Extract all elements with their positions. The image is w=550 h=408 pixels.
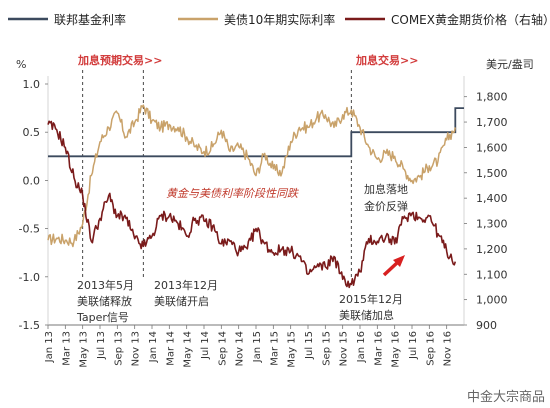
- x-tick-label: May 13: [79, 331, 90, 368]
- right-tick-label: 900: [476, 319, 497, 332]
- series-line: [47, 104, 457, 248]
- x-tick-label: May 16: [391, 331, 402, 368]
- right-tick-label: 1,300: [476, 218, 508, 231]
- x-tick-label: Sep 16: [425, 331, 436, 366]
- x-tick-label: Sep 13: [113, 331, 124, 366]
- trend-arrow-icon: [382, 260, 400, 277]
- annotation-label: 美联储加息: [339, 308, 394, 322]
- annotation-label: 2013年5月: [77, 278, 134, 292]
- x-tick-label: Mar 16: [373, 331, 384, 366]
- annotation-label: 美联储释放: [77, 294, 132, 308]
- annotation-label: 2013年12月: [154, 278, 218, 292]
- annotation-label: 黄金与美债利率阶段性同跌: [166, 187, 300, 200]
- trend-arrow-head-icon: [393, 255, 405, 267]
- annotation-label: 金价反弹: [364, 199, 408, 213]
- legend-label: COMEX黄金期货价格（右轴）: [391, 12, 550, 27]
- x-tick-label: May 15: [287, 331, 298, 368]
- right-tick-label: 1,600: [476, 141, 508, 154]
- x-tick-label: Jul 14: [200, 331, 211, 360]
- right-tick-label: 1,700: [476, 116, 508, 129]
- x-tick-label: Mar 14: [165, 331, 176, 366]
- right-axis-unit: 美元/盎司: [486, 57, 534, 71]
- right-tick-label: 1,500: [476, 167, 508, 180]
- x-tick-label: Jul 13: [96, 331, 107, 360]
- left-tick-label: 0.0: [23, 174, 41, 187]
- annotation-label: 加息预期交易>>: [77, 53, 162, 67]
- x-tick-label: Nov 15: [339, 331, 350, 366]
- left-tick-label: 0.5: [23, 126, 41, 139]
- right-tick-label: 1,100: [476, 268, 508, 281]
- x-tick-label: Sep 15: [321, 331, 332, 366]
- annotation-label: 加息交易>>: [355, 53, 418, 67]
- x-tick-label: May 14: [183, 331, 194, 368]
- x-tick-label: Jan 15: [252, 331, 263, 363]
- right-tick-label: 1,400: [476, 192, 508, 205]
- series-line: [48, 107, 464, 158]
- x-tick-label: Jul 15: [304, 331, 315, 360]
- x-tick-label: Mar 13: [61, 331, 72, 366]
- right-tick-label: 1,200: [476, 243, 508, 256]
- legend-label: 美债10年期实际利率: [224, 12, 335, 27]
- x-tick-label: Jan 14: [148, 331, 159, 363]
- annotation-label: 美联储开启: [154, 294, 209, 308]
- left-axis-unit: %: [16, 58, 26, 71]
- x-tick-label: Jan 16: [356, 331, 367, 363]
- left-tick-label: -0.5: [19, 223, 40, 236]
- x-tick-label: Jan 13: [44, 331, 55, 363]
- right-tick-label: 1,800: [476, 91, 508, 104]
- x-tick-label: Mar 15: [269, 331, 280, 366]
- source-label: 中金大宗商品: [467, 389, 545, 405]
- x-tick-label: Jul 16: [408, 331, 419, 360]
- x-tick-label: Nov 14: [235, 331, 246, 366]
- x-tick-label: Nov 16: [443, 331, 454, 366]
- left-tick-label: -1.5: [19, 319, 40, 332]
- series-line: [47, 120, 457, 289]
- x-tick-label: Nov 13: [131, 331, 142, 366]
- right-tick-label: 1,000: [476, 294, 508, 307]
- annotation-label: 2015年12月: [339, 292, 403, 306]
- legend-label: 联邦基金利率: [54, 12, 126, 27]
- x-tick-label: Sep 14: [217, 331, 228, 366]
- left-tick-label: -1.0: [19, 271, 40, 284]
- annotation-label: Taper信号: [76, 311, 129, 324]
- left-tick-label: 1.0: [23, 78, 41, 91]
- annotation-label: 加息落地: [364, 182, 408, 196]
